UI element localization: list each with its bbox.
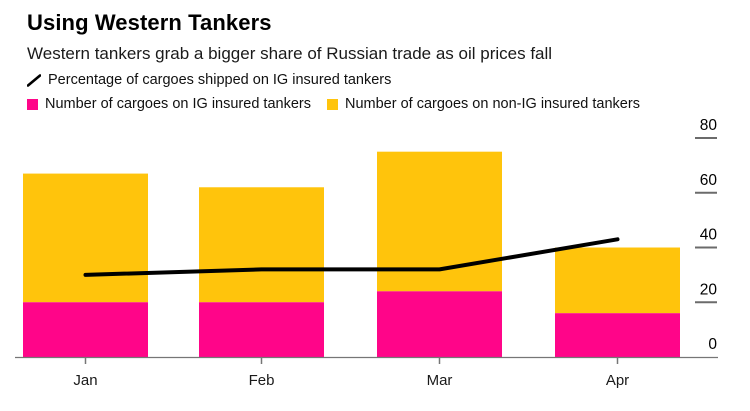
x-axis-label-jan: Jan [73,372,97,389]
line-series-icon [26,73,42,87]
bar-ig-apr [555,313,680,357]
y-tick-label-60: 60 [700,172,718,189]
bar-ig-feb [199,302,324,357]
y-tick-label-20: 20 [700,281,718,298]
ig-swatch-icon [27,98,38,110]
chart-title: Using Western Tankers [27,10,272,35]
bar-non-ig-feb [199,187,324,303]
chart-subtitle: Western tankers grab a bigger share of R… [27,44,553,63]
bar-ig-jan [23,302,148,357]
x-axis-label-feb: Feb [249,372,275,389]
legend-label-ig: Number of cargoes on IG insured tankers [45,96,311,112]
legend-row-bars: Number of cargoes on IG insured tankers … [27,96,740,112]
percentage-line [83,237,620,277]
legend-row-line: Percentage of cargoes shipped on IG insu… [26,72,740,88]
legend-label-percentage: Percentage of cargoes shipped on IG insu… [48,72,392,88]
legend-label-non-ig: Number of cargoes on non-IG insured tank… [344,96,640,112]
bar-non-ig-jan [23,173,148,303]
y-tick-label-40: 40 [700,227,718,244]
x-axis-label-apr: Apr [606,372,629,389]
y-tick-label-0: 0 [708,336,717,353]
y-tick-label-80: 80 [700,117,718,134]
x-axis-label-mar: Mar [427,372,453,389]
bar-non-ig-apr [555,247,680,314]
non-ig-swatch-icon [326,98,338,110]
chart-header: Using Western Tankers Western tankers gr… [26,10,740,112]
bar-ig-mar [377,291,502,357]
